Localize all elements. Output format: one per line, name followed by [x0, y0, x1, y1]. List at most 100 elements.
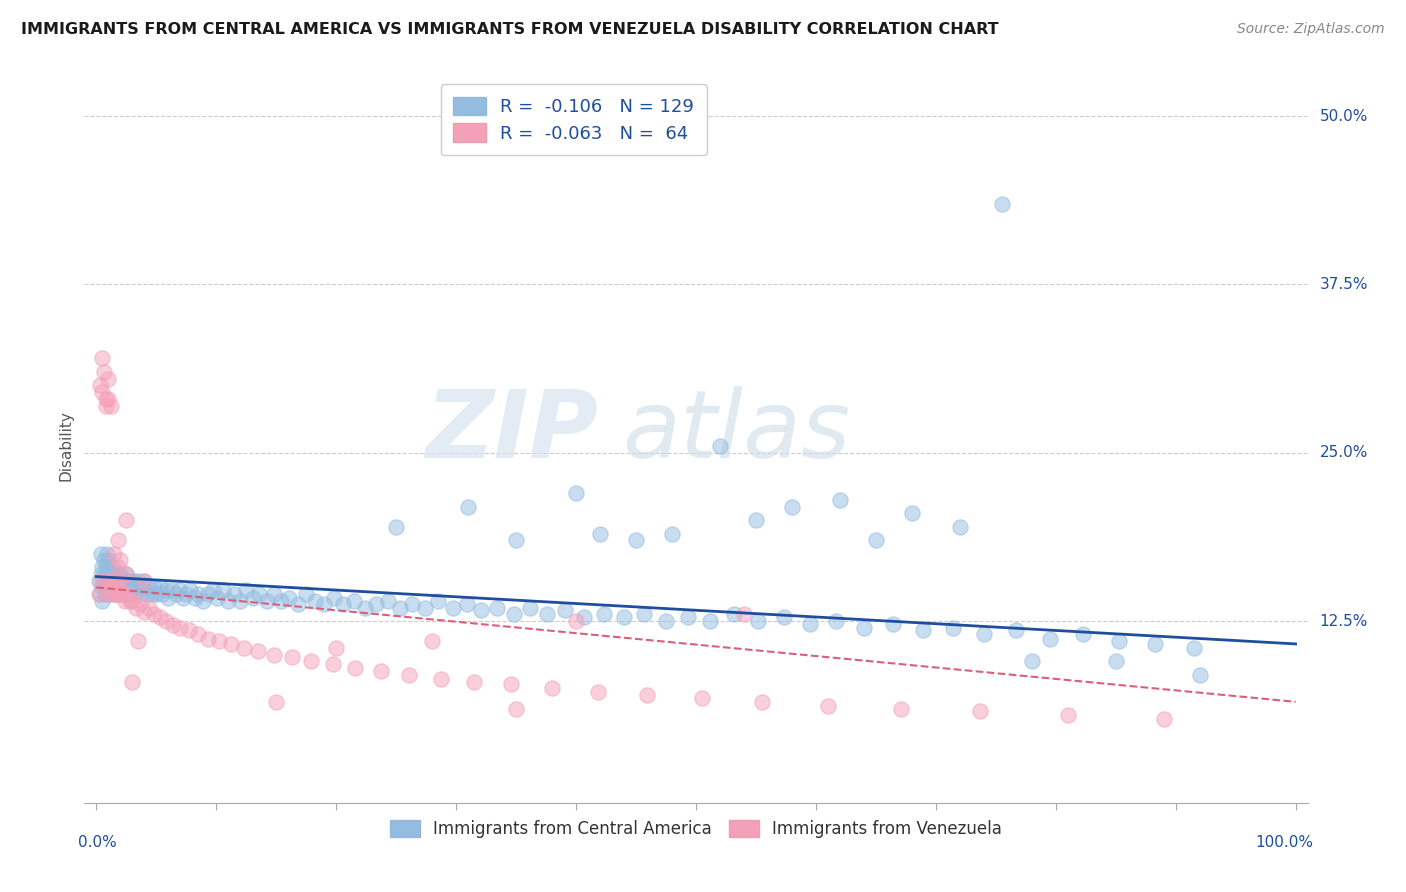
Point [87, 587, 110, 601]
Point [208, 634, 231, 648]
Point [332, 597, 354, 611]
Point [1039, 632, 1062, 646]
Point [101, 580, 124, 594]
Point [169, 621, 191, 635]
Point [93, 365, 115, 379]
Point [108, 580, 131, 594]
Point [613, 610, 636, 624]
Point [624, 533, 647, 548]
Point [174, 587, 197, 601]
Point [101, 574, 124, 588]
Point [287, 597, 309, 611]
Point [270, 594, 292, 608]
Text: IMMIGRANTS FROM CENTRAL AMERICA VS IMMIGRANTS FROM VENEZUELA DISABILITY CORRELAT: IMMIGRANTS FROM CENTRAL AMERICA VS IMMIG… [21, 22, 998, 37]
Point [263, 648, 285, 662]
Point [343, 594, 366, 608]
Point [107, 533, 129, 548]
Point [89, 587, 111, 601]
Point [191, 594, 214, 608]
Point [107, 587, 129, 601]
Point [110, 553, 132, 567]
Point [690, 690, 713, 705]
Point [322, 591, 344, 606]
Point [160, 583, 183, 598]
Point [586, 685, 609, 699]
Text: 50.0%: 50.0% [1320, 109, 1368, 124]
Text: 37.5%: 37.5% [1320, 277, 1368, 292]
Point [278, 591, 301, 606]
Point [463, 674, 485, 689]
Point [141, 587, 163, 601]
Point [470, 603, 492, 617]
Point [485, 600, 508, 615]
Point [882, 616, 904, 631]
Point [118, 574, 141, 588]
Point [502, 607, 524, 622]
Point [242, 591, 264, 606]
Point [501, 677, 523, 691]
Point [817, 698, 839, 713]
Point [942, 621, 965, 635]
Point [172, 591, 194, 606]
Point [121, 594, 143, 608]
Point [117, 587, 139, 601]
Point [780, 500, 803, 514]
Point [98, 560, 121, 574]
Point [263, 587, 285, 601]
Point [98, 580, 121, 594]
Point [145, 587, 167, 601]
Point [93, 566, 117, 581]
Point [100, 574, 122, 588]
Point [110, 587, 132, 601]
Point [505, 701, 527, 715]
Point [1005, 624, 1028, 638]
Point [733, 607, 755, 622]
Point [97, 566, 120, 581]
Point [111, 587, 134, 601]
Point [165, 587, 187, 601]
Point [117, 580, 139, 594]
Point [134, 605, 156, 619]
Point [108, 574, 131, 588]
Point [91, 594, 114, 608]
Point [709, 439, 731, 453]
Point [118, 587, 141, 601]
Point [91, 580, 114, 594]
Point [505, 533, 527, 548]
Point [1105, 655, 1128, 669]
Point [115, 566, 138, 581]
Point [90, 547, 112, 561]
Point [364, 597, 387, 611]
Point [565, 486, 588, 500]
Point [1073, 627, 1095, 641]
Point [398, 668, 420, 682]
Point [429, 672, 451, 686]
Point [235, 583, 257, 598]
Point [124, 587, 146, 601]
Point [699, 614, 721, 628]
Point [264, 695, 287, 709]
Point [519, 600, 541, 615]
Point [441, 600, 464, 615]
Point [183, 591, 205, 606]
Point [97, 392, 120, 406]
Point [401, 597, 423, 611]
Point [745, 513, 768, 527]
Text: 100.0%: 100.0% [1256, 835, 1313, 850]
Point [93, 574, 115, 588]
Point [911, 624, 934, 638]
Point [103, 580, 125, 594]
Text: Source: ZipAtlas.com: Source: ZipAtlas.com [1237, 22, 1385, 37]
Point [179, 583, 201, 598]
Point [104, 574, 127, 588]
Point [217, 594, 239, 608]
Point [96, 580, 118, 594]
Point [344, 661, 367, 675]
Point [150, 587, 173, 601]
Point [969, 704, 991, 718]
Point [149, 580, 172, 594]
Text: atlas: atlas [623, 386, 851, 477]
Point [90, 566, 112, 581]
Point [127, 580, 149, 594]
Point [541, 681, 564, 696]
